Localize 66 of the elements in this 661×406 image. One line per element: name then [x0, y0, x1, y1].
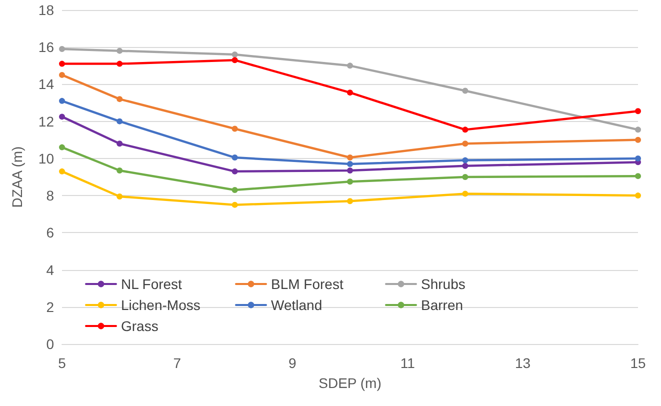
- y-tick-label: 8: [46, 188, 54, 204]
- point: [635, 136, 641, 143]
- point: [232, 186, 238, 193]
- point: [232, 154, 238, 161]
- y-tick-label: 18: [38, 2, 54, 18]
- legend-label: NL Forest: [121, 276, 182, 292]
- x-tick-label: 9: [288, 355, 296, 371]
- point: [232, 168, 238, 174]
- point: [116, 118, 123, 124]
- x-axis-title: SDEP (m): [318, 375, 382, 391]
- legend-label: Wetland: [271, 297, 322, 313]
- point: [232, 126, 238, 132]
- point: [116, 60, 123, 67]
- x-tick-label: 11: [400, 355, 416, 371]
- y-tick-label: 12: [38, 113, 54, 130]
- point: [232, 52, 238, 58]
- legend-label: Lichen-Moss: [121, 297, 200, 313]
- point: [635, 126, 641, 133]
- point: [462, 140, 468, 147]
- point: [347, 168, 353, 174]
- point: [232, 202, 238, 208]
- point: [59, 144, 65, 150]
- y-tick-label: 10: [38, 150, 54, 166]
- point: [59, 98, 65, 104]
- point: [347, 90, 353, 96]
- point: [116, 140, 123, 147]
- y-tick-label: 16: [38, 39, 54, 56]
- point: [462, 126, 468, 133]
- point: [347, 161, 353, 168]
- point: [116, 168, 123, 174]
- legend-label: Shrubs: [421, 276, 466, 292]
- y-tick-label: 2: [46, 298, 54, 315]
- x-tick-label: 7: [173, 355, 182, 371]
- point: [116, 96, 123, 102]
- y-tick-label: 14: [38, 76, 54, 92]
- point: [635, 155, 641, 162]
- point: [462, 162, 468, 169]
- point: [347, 198, 353, 204]
- legend-label: Barren: [421, 297, 464, 313]
- point: [116, 193, 123, 200]
- point: [59, 72, 65, 78]
- point: [462, 157, 468, 164]
- y-tick-label: 4: [46, 262, 54, 278]
- point: [462, 174, 468, 180]
- point: [347, 62, 353, 69]
- x-tick-label: 15: [630, 355, 646, 371]
- point: [347, 178, 353, 185]
- point: [116, 48, 123, 54]
- legend-label: Grass: [121, 318, 158, 334]
- x-tick-label: 5: [58, 355, 66, 371]
- point: [347, 154, 353, 161]
- point: [635, 108, 641, 114]
- y-tick-label: 6: [46, 224, 54, 241]
- x-tick-label: 13: [515, 355, 531, 371]
- point: [59, 60, 65, 67]
- point: [635, 192, 641, 199]
- y-tick-label: 0: [46, 336, 54, 352]
- point: [232, 57, 238, 64]
- point: [59, 168, 65, 174]
- point: [59, 46, 65, 52]
- point: [462, 190, 468, 197]
- point: [59, 114, 65, 120]
- point: [635, 173, 641, 180]
- y-axis-title: DZAA (m): [9, 146, 25, 208]
- legend-label: BLM Forest: [271, 276, 344, 292]
- point: [462, 88, 468, 94]
